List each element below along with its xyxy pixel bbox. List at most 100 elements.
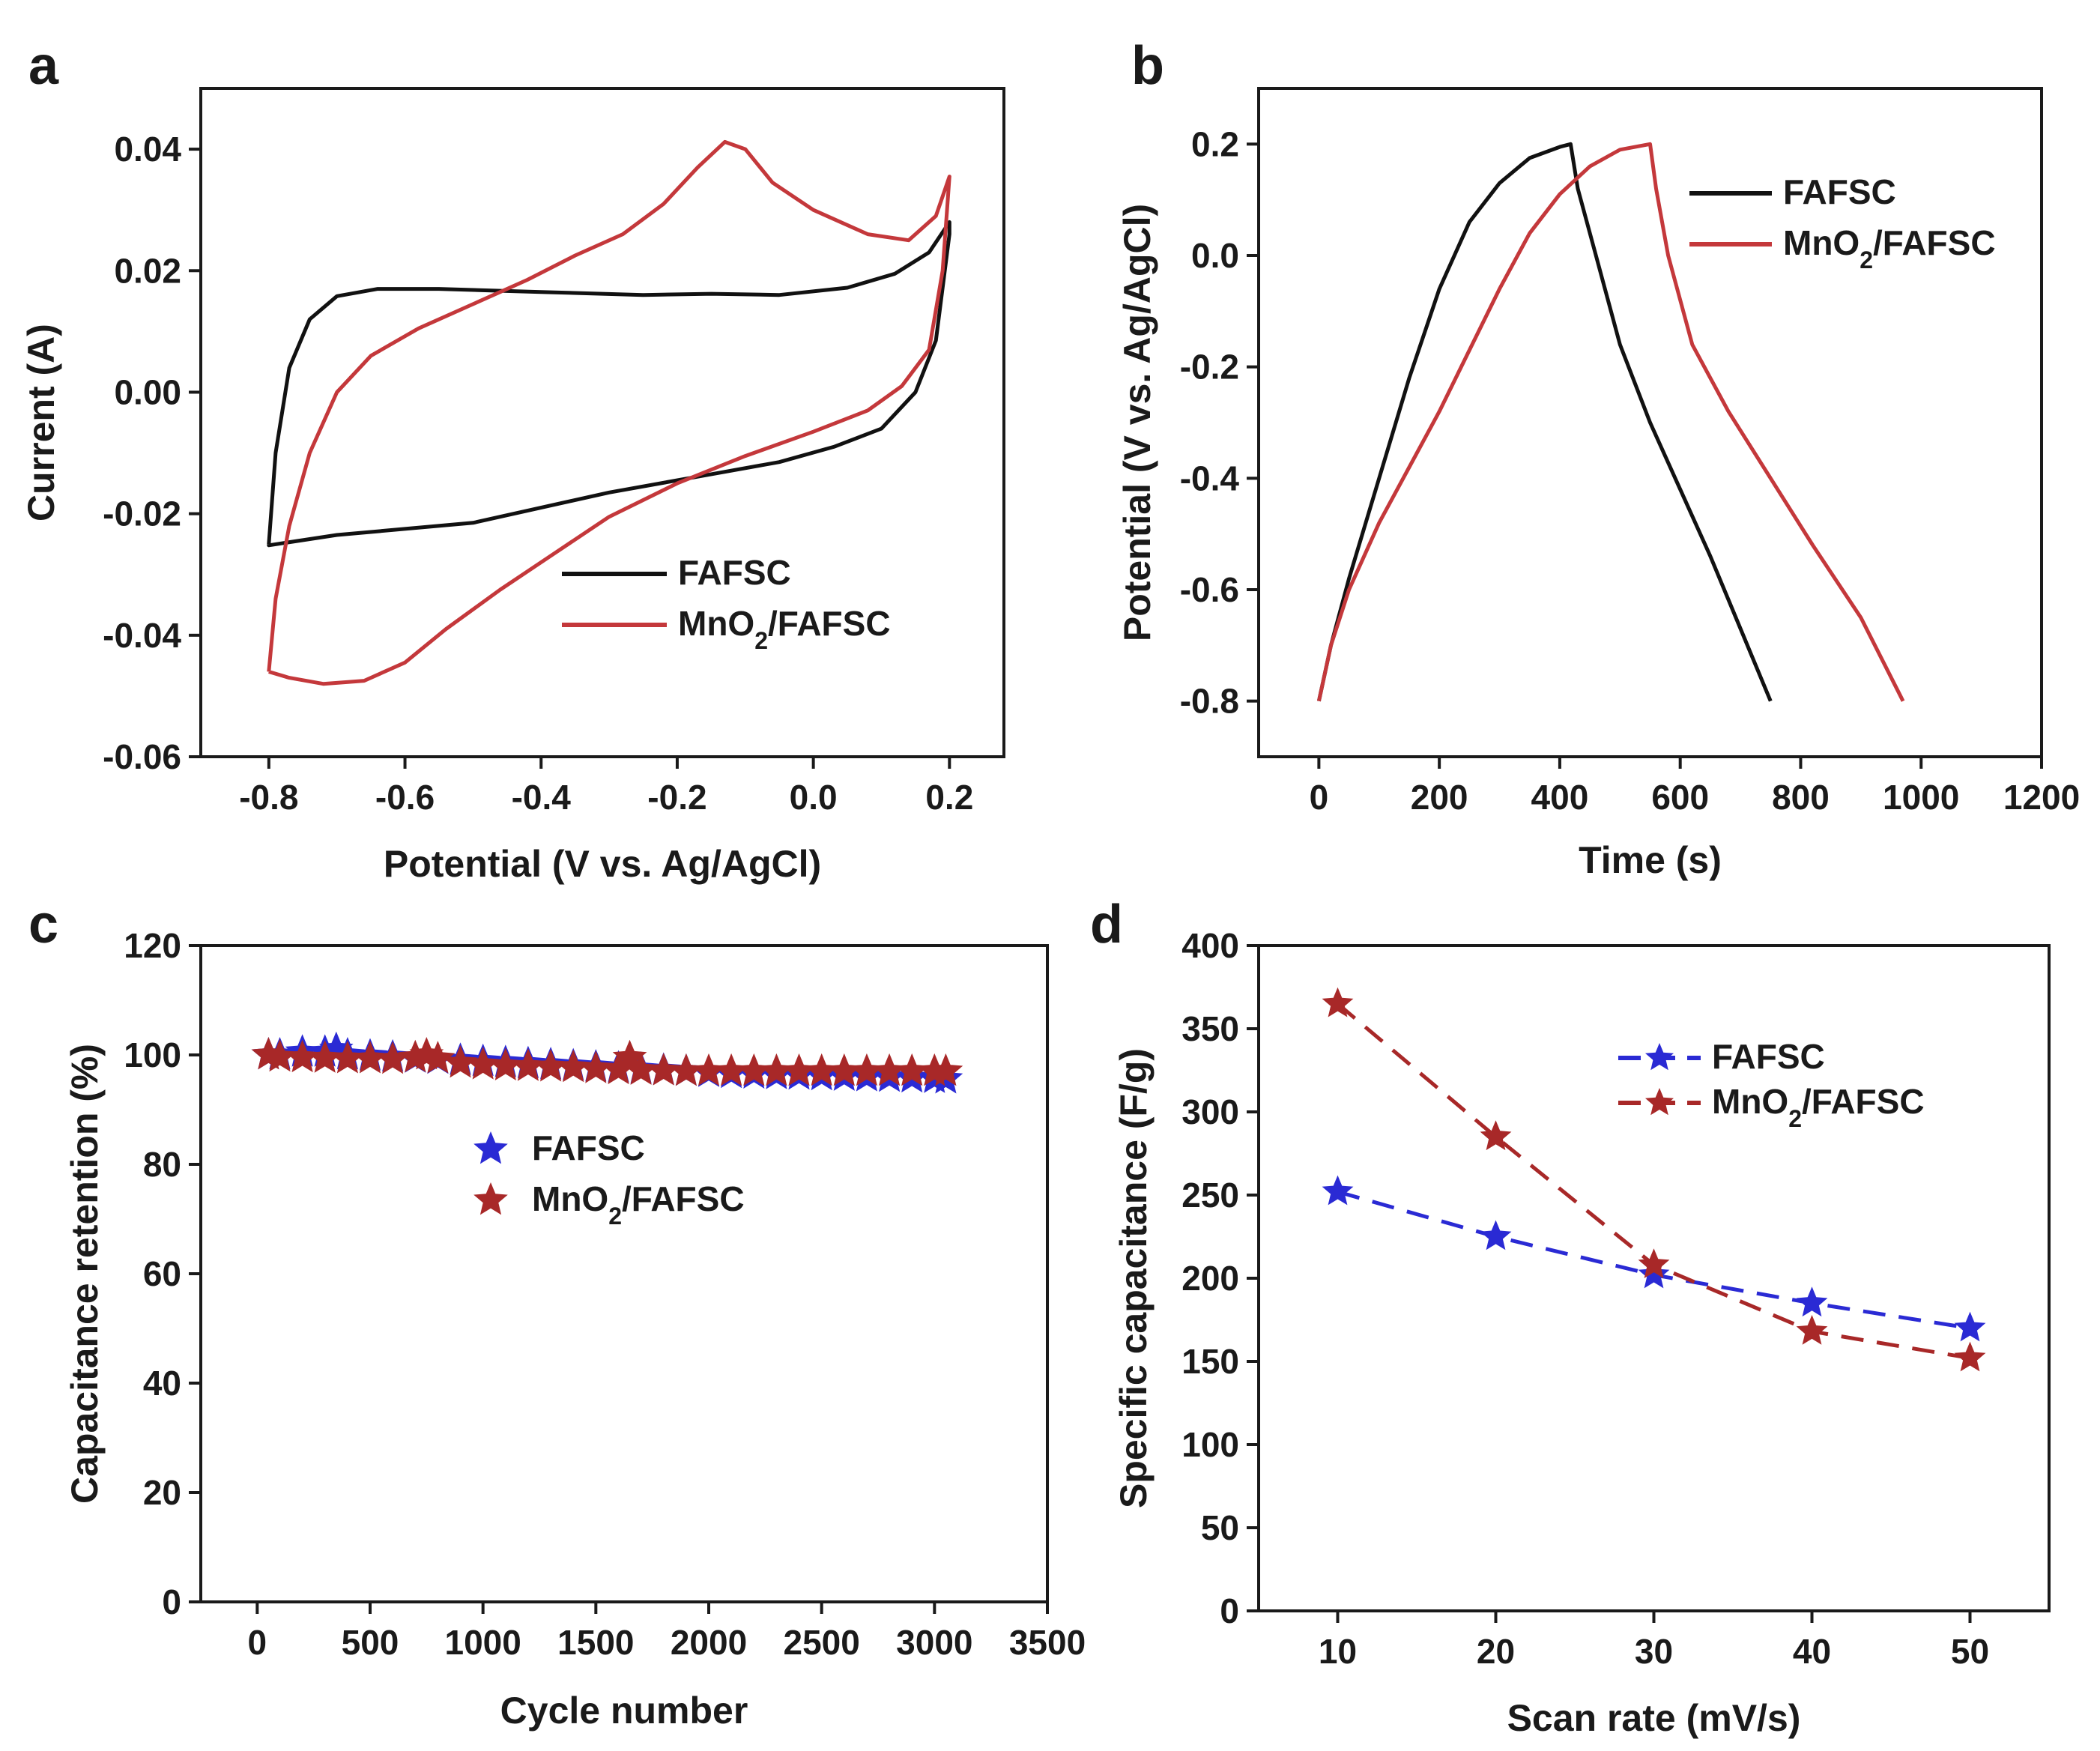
y-tick-label: 400	[1181, 926, 1239, 965]
series-fafsc	[251, 1031, 963, 1094]
data-point-star	[736, 1053, 772, 1086]
x-tick-label: 0	[248, 1623, 267, 1662]
data-point-star	[285, 1039, 320, 1073]
legend-entry: MnO2/FAFSC	[562, 604, 891, 654]
x-tick-label: 1200	[2003, 778, 2080, 817]
x-tick-label: -0.6	[375, 778, 435, 817]
series-mno2-fafsc	[1322, 987, 1986, 1372]
data-point-star	[1796, 1315, 1828, 1345]
legend-entry: MnO2/FAFSC	[1689, 223, 1996, 273]
x-tick-label: 500	[342, 1623, 399, 1662]
y-axis-label: Current (A)	[20, 324, 62, 521]
series-line	[267, 139, 951, 686]
x-axis-label: Scan rate (mV/s)	[1507, 1697, 1801, 1739]
x-tick-label: 1000	[1883, 778, 1959, 817]
series-mno2-fafsc	[267, 139, 951, 686]
series-fafsc	[1316, 142, 1773, 702]
data-point-star	[646, 1053, 681, 1086]
x-tick-label: 600	[1651, 778, 1709, 817]
x-tick-label: 0.0	[790, 778, 838, 817]
series-mno2-fafsc	[1316, 142, 1905, 702]
legend-entry: FAFSC	[1689, 172, 1896, 211]
panel-d: d 10 20 30 40 50 0 50 100 150 200 250 300 350 400 Scan …	[1090, 895, 2051, 1739]
x-tick-label: -0.2	[647, 778, 706, 817]
x-tick-label: 400	[1531, 778, 1589, 817]
x-tick-label: 40	[1793, 1632, 1831, 1671]
legend-star-icon	[1645, 1043, 1674, 1071]
y-axis-label: Capacitance retention (%)	[64, 1044, 106, 1504]
x-tick-label: 1500	[557, 1623, 634, 1662]
legend-entry: FAFSC	[473, 1128, 645, 1167]
x-axis-label: Cycle number	[500, 1690, 748, 1732]
data-point-star	[1322, 1175, 1354, 1206]
y-axis-label: Potential (V vs. Ag/AgCl)	[1116, 204, 1158, 641]
plot-frame	[199, 87, 1005, 758]
x-tick-label: 2000	[671, 1623, 747, 1662]
data-point-star	[850, 1053, 884, 1086]
y-tick-label: -0.02	[103, 495, 181, 533]
panel-letter: c	[28, 895, 58, 955]
y-tick-label: -0.2	[1180, 348, 1239, 387]
panel-b: b 0 200 400 600 800 1000 1200 -0.8 -0.6 -0.4 -0.2 0.…	[1116, 36, 2080, 881]
data-point-star	[353, 1041, 387, 1074]
y-tick-label: 100	[1181, 1425, 1239, 1464]
data-point-star	[623, 1052, 659, 1085]
data-point-star	[533, 1049, 568, 1082]
y-tick-label: 0.04	[114, 130, 181, 169]
y-tick-label: 50	[1201, 1508, 1239, 1547]
panel-letter: d	[1090, 895, 1123, 955]
x-tick-label: 20	[1477, 1632, 1515, 1671]
legend-label: MnO2/FAFSC	[1783, 223, 1996, 273]
plot-frame	[1257, 87, 2043, 758]
data-point-star	[804, 1053, 839, 1086]
data-point-star	[262, 1038, 297, 1072]
data-point-star	[895, 1053, 929, 1086]
y-axis-label: Specific capacitance (F/g)	[1113, 1048, 1155, 1508]
data-point-star	[714, 1053, 748, 1086]
data-point-star	[1954, 1341, 1986, 1372]
panel-letter: a	[28, 36, 59, 96]
y-tick-label: 120	[124, 926, 181, 965]
y-tick-label: 100	[124, 1035, 181, 1074]
y-tick-label: 0	[162, 1582, 181, 1621]
panel-letter: b	[1131, 36, 1164, 96]
y-tick-label: -0.04	[103, 616, 181, 655]
y-tick-label: 150	[1181, 1342, 1239, 1381]
data-point-star	[465, 1047, 500, 1080]
series-line	[1316, 142, 1905, 702]
x-tick-label: -0.4	[512, 778, 572, 817]
series-line	[267, 220, 951, 548]
data-point-star	[1322, 987, 1354, 1017]
data-point-star	[511, 1048, 545, 1081]
legend-label: MnO2/FAFSC	[532, 1179, 745, 1230]
data-point-star	[781, 1053, 817, 1086]
y-tick-label: 200	[1181, 1259, 1239, 1298]
x-tick-label: 3000	[896, 1623, 972, 1662]
y-tick-label: 0.2	[1191, 124, 1239, 163]
series-line	[1316, 142, 1773, 702]
x-axis-label: Potential (V vs. Ag/AgCl)	[384, 843, 821, 885]
series-fafsc	[1322, 1175, 1986, 1342]
y-tick-label: -0.06	[103, 737, 181, 776]
data-point-star	[578, 1050, 614, 1083]
data-point-star	[307, 1040, 342, 1073]
legend-label: FAFSC	[678, 553, 791, 592]
data-point-star	[601, 1051, 636, 1085]
panel-c: c 0 500 1000 1500 2000 2500 3000 3500 0 20 40 60 80 10…	[28, 895, 1086, 1732]
x-tick-label: 10	[1319, 1632, 1357, 1671]
legend-label: FAFSC	[532, 1128, 645, 1167]
legend-entry: MnO2/FAFSC	[1618, 1082, 1925, 1132]
y-tick-label: 0.02	[114, 251, 181, 290]
legend-star-icon	[473, 1131, 508, 1164]
y-tick-label: 40	[143, 1364, 181, 1403]
x-tick-label: 2500	[783, 1623, 859, 1662]
legend-label: FAFSC	[1712, 1037, 1825, 1076]
x-tick-label: 0	[1310, 778, 1329, 817]
data-point-star	[330, 1041, 365, 1074]
y-tick-label: 0.00	[114, 372, 181, 411]
y-tick-label: 350	[1181, 1009, 1239, 1048]
data-point-star	[1480, 1120, 1512, 1151]
x-tick-label: 800	[1772, 778, 1830, 817]
y-tick-label: 300	[1181, 1092, 1239, 1131]
y-tick-label: -0.6	[1180, 570, 1239, 609]
